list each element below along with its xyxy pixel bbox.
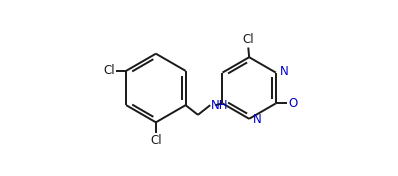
Text: O: O [289, 97, 298, 110]
Text: Cl: Cl [103, 64, 115, 77]
Text: N: N [280, 65, 289, 78]
Text: N: N [253, 113, 262, 126]
Text: Cl: Cl [150, 134, 162, 147]
Text: Cl: Cl [242, 33, 254, 46]
Text: NH: NH [211, 99, 228, 112]
